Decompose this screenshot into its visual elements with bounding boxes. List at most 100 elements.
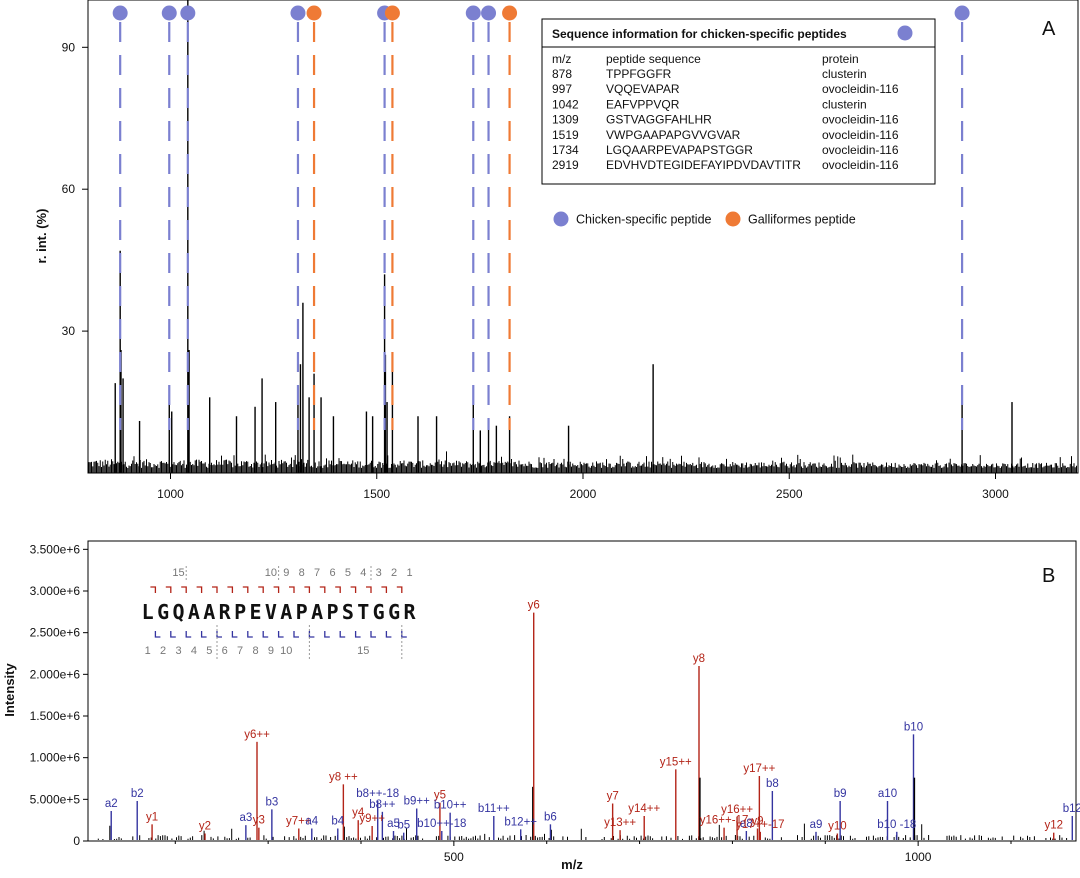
- y-tick-label: 60: [62, 182, 76, 196]
- panel-a-y-axis-label: r. int. (%): [34, 209, 49, 264]
- legend-chicken-marker: [553, 211, 569, 227]
- fragment-ion-label: y7++: [286, 816, 312, 828]
- y-series-number: 10: [265, 567, 277, 579]
- fragment-ion-label: y6: [528, 600, 540, 612]
- y-tick-label: 1.500e+6: [30, 709, 81, 723]
- fragment-ion-label: y17++-17: [736, 819, 785, 831]
- y-ion-bracket: [304, 586, 311, 593]
- fragment-ion-label: b3: [265, 796, 278, 808]
- sequence-residue: R: [403, 600, 416, 624]
- fragment-ion-label: y7: [607, 791, 619, 803]
- y-ion-bracket: [181, 586, 187, 593]
- y-ion-bracket: [366, 586, 372, 593]
- b-series-number: 6: [222, 645, 228, 657]
- b-ion-bracket: [200, 631, 207, 638]
- y-ion-bracket: [258, 586, 264, 593]
- sequence-info-table: Sequence information for chicken-specifi…: [541, 18, 936, 185]
- sequence-residue: G: [157, 600, 169, 624]
- fragment-ion-label: y17++: [743, 763, 775, 775]
- y-ion-bracket: [289, 586, 295, 593]
- fragment-ion-label: b8++: [369, 799, 396, 811]
- y-ion-bracket: [273, 586, 280, 593]
- fragment-ion-label: a8: [740, 818, 753, 830]
- b-series-number: 3: [175, 645, 181, 657]
- fragment-ion-label: y1: [146, 811, 158, 823]
- fragment-ion-label: b10: [904, 721, 923, 733]
- table-cell: VQQEVAPAR: [606, 82, 680, 96]
- fragment-ion-label: y4: [352, 807, 365, 819]
- table-cell: ovocleidin-116: [822, 128, 899, 142]
- sequence-residue: R: [219, 600, 232, 624]
- x-tick-label: 1000: [157, 487, 184, 501]
- y-ion-bracket: [227, 586, 234, 593]
- b-series-number: 1: [145, 645, 151, 657]
- y-series-number: 6: [329, 567, 335, 579]
- b-series-number: 9: [268, 645, 274, 657]
- galliformes-peptide-marker: [306, 5, 322, 21]
- table-cell: 1042: [552, 97, 579, 111]
- y-ion-bracket: [150, 586, 157, 593]
- b-ion-bracket: [370, 631, 376, 638]
- table-cell: clusterin: [822, 97, 867, 111]
- x-tick-label: 1000: [905, 850, 932, 864]
- fragment-ion-label: y12: [1044, 820, 1063, 832]
- x-tick-label: 1500: [363, 487, 390, 501]
- y-ion-bracket: [381, 586, 388, 593]
- sequence-residue: P: [234, 600, 246, 624]
- y-ion-bracket: [335, 586, 341, 593]
- b-series-number: 2: [160, 645, 166, 657]
- table-cell: 2919: [552, 158, 579, 172]
- b-series-number: 10: [280, 645, 292, 657]
- table-cell: ovocleidin-116: [822, 158, 899, 172]
- sequence-residue: T: [357, 600, 369, 624]
- sequence-residue: Q: [172, 600, 184, 624]
- y-tick-label: 0: [73, 834, 80, 848]
- fragment-ion-label: a9: [810, 819, 823, 831]
- fragment-ion-label: b5: [397, 820, 410, 832]
- b-ion-bracket: [247, 631, 253, 638]
- y-series-number: 4: [360, 567, 366, 579]
- table-cell: EDVHVDTEGIDEFAYIPDVDAVTITR: [606, 158, 801, 172]
- sequence-residue: A: [280, 600, 292, 624]
- sequence-residue: A: [188, 600, 200, 624]
- table-cell: ovocleidin-116: [822, 143, 899, 157]
- table-cell: 878: [552, 67, 572, 81]
- sequence-residue: P: [326, 600, 338, 624]
- y-tick-label: 5.000e+5: [30, 792, 81, 806]
- y-ion-bracket: [165, 586, 172, 593]
- y-tick-label: 2.500e+6: [30, 626, 81, 640]
- b-ion-bracket: [293, 631, 299, 638]
- table-cell: VWPGAAPAPGVVGVAR: [606, 128, 741, 142]
- fragment-ion-label: y8 ++: [329, 771, 358, 783]
- table-chicken-marker: [897, 25, 913, 41]
- sequence-residue: A: [311, 600, 323, 624]
- b-series-number: 7: [237, 645, 243, 657]
- chicken-specific-peptide-marker: [481, 5, 497, 21]
- chicken-specific-peptide-marker: [180, 5, 196, 21]
- fragment-ion-label: b10++-18: [417, 818, 466, 830]
- b-ion-bracket: [231, 631, 238, 638]
- fragment-ion-label: a10: [878, 788, 897, 800]
- table-cell: clusterin: [822, 67, 867, 81]
- y-series-number: 7: [314, 567, 320, 579]
- y-series-number: 15: [172, 567, 184, 579]
- sequence-table-title: Sequence information for chicken-specifi…: [552, 27, 847, 41]
- b-ion-bracket: [154, 631, 161, 638]
- y-ion-bracket: [242, 586, 249, 593]
- panel-a-letter: A: [1042, 18, 1056, 40]
- fragment-ion-map: L G Q A A R P E V A P A P S T G G R15 10 9 8 7 6 5 4 3 2 11 2 3 4 5 6 7 8 9…: [142, 566, 416, 660]
- fragment-ion-label: y6++: [244, 729, 270, 741]
- panel-b-frame: [87, 540, 1077, 842]
- fragment-ion-label: b10++: [434, 800, 467, 812]
- fragment-ion-label: y13++: [604, 817, 636, 829]
- fragment-ion-label: a3: [239, 812, 252, 824]
- sequence-residue: E: [249, 600, 261, 624]
- b-ion-bracket: [170, 631, 176, 638]
- legend-galliformes-label: Galliformes peptide: [748, 213, 856, 227]
- b-series-number: 15: [357, 645, 369, 657]
- b-ion-bracket: [277, 631, 284, 638]
- b-ion-bracket: [354, 631, 361, 638]
